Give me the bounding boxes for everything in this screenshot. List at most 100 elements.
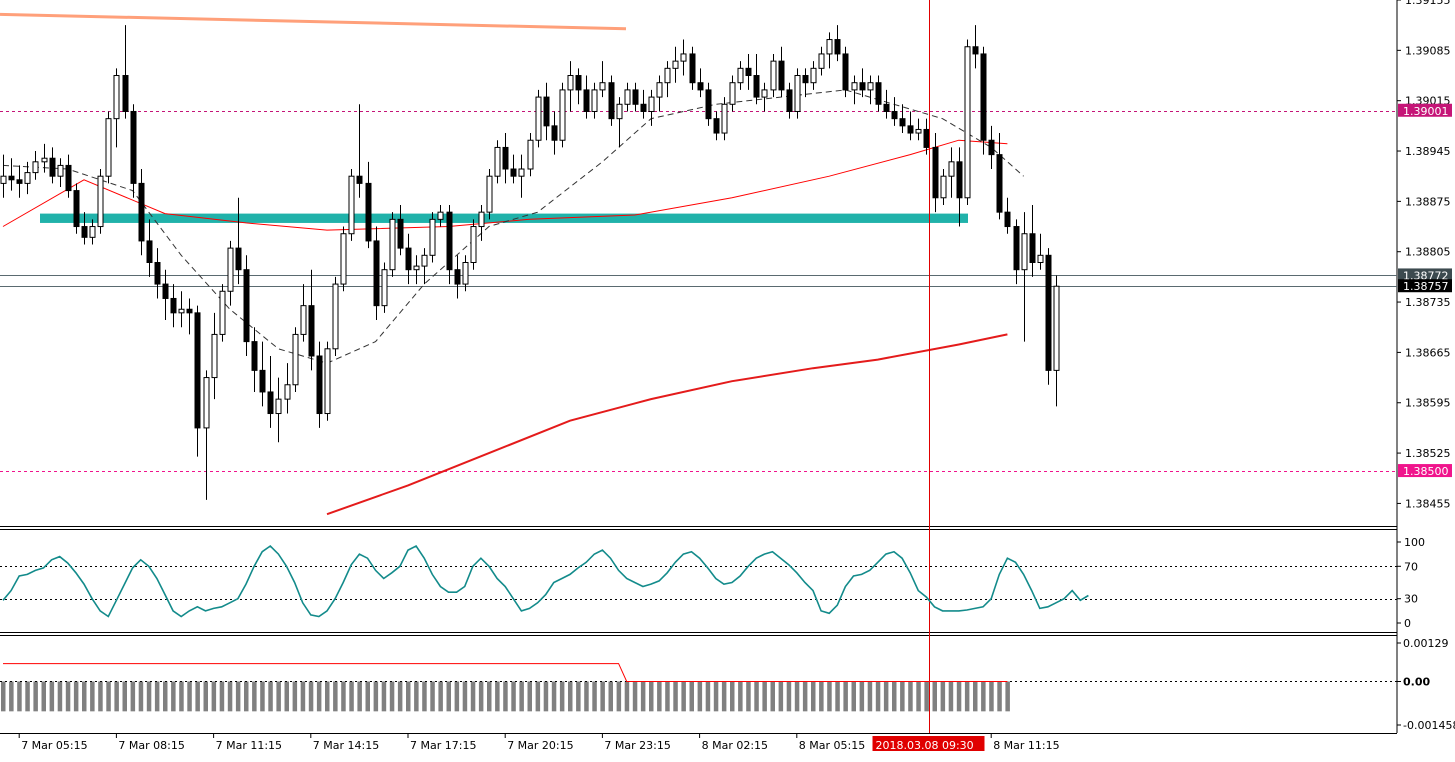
candle-body [932,146,939,199]
histogram-bar [616,681,622,712]
candle-body [81,226,88,238]
candle-body [243,269,250,343]
ma-slow-line [2,139,1008,231]
price-tick-label: 1.38455 [1405,497,1451,510]
histogram-bar [106,681,111,712]
trend-line [0,12,627,31]
histogram-bar [57,681,63,712]
ma-200-line [326,333,1008,516]
histogram-bar [924,681,929,712]
candle-body [49,157,56,177]
histogram-bar [778,681,784,712]
candle-body [867,82,874,91]
candle-body [186,308,193,314]
candle-body [113,75,120,120]
histogram-bar [592,681,597,712]
candle-body [284,384,291,400]
price-tick-label: 1.38735 [1405,296,1451,309]
candle-body [316,355,323,415]
time-tick-label: 7 Mar 08:15 [118,739,184,752]
histogram-bar [811,681,816,712]
candle-body [891,110,898,120]
histogram-bar [551,681,557,712]
histogram-bar [187,681,192,712]
candle-body [753,75,760,98]
candle-body [583,89,590,112]
histogram-bar [381,681,387,712]
candle-body [373,240,380,307]
candle-body [689,53,696,84]
price-label-box [1398,103,1452,117]
histogram-bar [373,681,379,712]
candle-body [834,39,841,55]
ma-fast-line [2,89,1024,364]
candle-body [219,290,226,335]
candle-body [308,305,315,357]
candle-body [146,240,153,263]
candle-body [24,172,31,184]
candle-body [713,118,720,134]
candle-body [527,139,534,170]
histogram-bar [576,681,581,712]
histogram-bar [406,681,411,712]
candle-body [170,297,177,314]
time-tick-label: 7 Mar 23:15 [604,739,670,752]
histogram-bar [244,681,249,712]
candle-body [972,46,979,55]
histogram-bar [49,681,55,712]
histogram-bar [495,681,500,712]
candle-body [1037,254,1044,263]
histogram-bar [357,681,362,712]
histogram-bar [883,681,889,712]
candle-body [348,175,355,235]
histogram-bar [705,681,711,712]
histogram-bar [657,681,662,712]
histogram-bar [892,681,897,712]
histogram-bar [114,681,119,712]
candle-body [802,75,809,84]
candle-body [923,128,930,148]
price-label: 1.38757 [1403,280,1449,293]
osc-tick-label: 30 [1404,593,1418,606]
price-tick-label: 1.38665 [1405,346,1451,359]
histogram-bar [851,681,856,712]
histogram-bar [908,681,913,712]
histogram-bar [997,681,1002,712]
histogram-bar [154,681,160,712]
histogram-bar [956,681,962,712]
candle-body [956,161,963,199]
histogram-bar [438,681,443,712]
candle-body [365,182,372,242]
candle-body [178,308,185,314]
candle-body [940,175,947,199]
price-label: 1.38772 [1403,269,1449,282]
candle-body [915,128,922,134]
hist-tick-label: 0.00129 [1403,637,1449,650]
candle-body [324,348,331,415]
candle-body [32,161,39,174]
histogram-bar [122,681,127,712]
candle-body [907,125,914,134]
candle-body [389,218,396,271]
candle-body [705,89,712,120]
price-tick-label: 1.38805 [1405,246,1451,259]
price-tick-label: 1.38525 [1405,447,1451,460]
candle-body [608,82,615,120]
histogram-bar [98,681,103,712]
candle-body [356,175,363,184]
candle-body [267,391,274,415]
candle-body [462,262,469,285]
histogram-bar [179,681,184,712]
candle-body [826,39,833,55]
osc-tick-label: 100 [1404,536,1425,549]
candle-body [413,265,420,271]
candle-body [543,96,550,127]
hist-tick-label: -0.001458 [1403,719,1455,732]
histogram-bar [730,681,735,712]
candle-body [275,398,282,415]
histogram-bar [487,681,492,712]
histogram-bar [503,681,508,712]
candle-body [340,233,347,285]
candle-body [1029,233,1036,264]
